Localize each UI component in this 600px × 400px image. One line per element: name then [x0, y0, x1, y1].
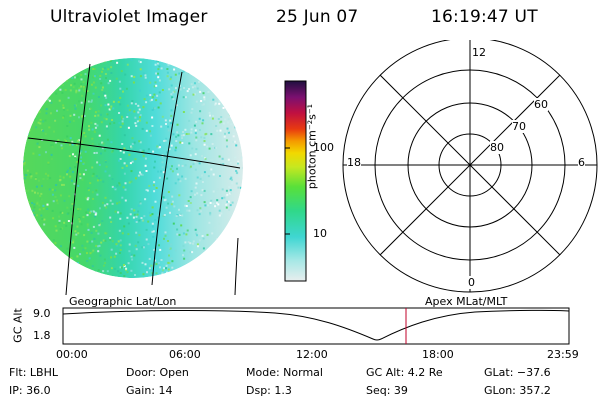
info-seq: Seq: 39 [366, 384, 408, 397]
info-glon: GLon: 357.2 [484, 384, 551, 397]
alt-axis-max: 9.0 [33, 307, 51, 320]
mlt-label-0: 0 [468, 276, 475, 289]
color-scale-tick-10: 10 [313, 227, 327, 240]
info-flt: Flt: LBHL [9, 366, 58, 379]
uv-disc [23, 58, 243, 278]
lat-label-60: 60 [534, 98, 548, 111]
time-tick-1800: 18:00 [422, 348, 454, 361]
time-tick-0600: 06:00 [169, 348, 201, 361]
color-scale-gradient [284, 80, 307, 282]
altitude-plot-frame [62, 307, 570, 345]
app-title: Ultraviolet Imager [50, 7, 208, 27]
info-ip: IP: 36.0 [9, 384, 51, 397]
info-gc-alt: GC Alt: 4.2 Re [366, 366, 443, 379]
polar-mlt-plot [342, 40, 598, 293]
uv-image-view [23, 58, 243, 296]
color-scale-ticks [285, 147, 290, 235]
alt-axis-min: 1.8 [33, 329, 51, 342]
mlt-label-6: 6 [578, 156, 585, 169]
alt-axis-label: GC Alt [11, 308, 25, 343]
altitude-curve [62, 309, 570, 341]
time-tick-0000: 00:00 [56, 348, 88, 361]
color-scale-tick-100: 100 [313, 141, 334, 154]
geo-panel-label: Geographic Lat/Lon [69, 295, 177, 308]
lat-label-80: 80 [490, 141, 504, 154]
info-glat: GLat: −37.6 [484, 366, 551, 379]
time-label: 16:19:47 UT [431, 7, 538, 27]
polar-diagonal-2 [379, 74, 561, 256]
lat-label-70: 70 [512, 120, 526, 133]
info-dsp: Dsp: 1.3 [246, 384, 292, 397]
apex-panel-label: Apex MLat/MLT [425, 295, 508, 308]
info-mode: Mode: Normal [246, 366, 323, 379]
altitude-timeline-plot [62, 307, 570, 345]
geo-grid-lines [27, 63, 241, 296]
info-door: Door: Open [126, 366, 189, 379]
time-tick-2359: 23:59 [547, 348, 579, 361]
info-gain: Gain: 14 [126, 384, 173, 397]
time-tick-1200: 12:00 [296, 348, 328, 361]
color-scale-bar [284, 80, 307, 282]
mlt-label-12: 12 [472, 46, 486, 59]
mlt-label-18: 18 [347, 156, 361, 169]
date-label: 25 Jun 07 [276, 7, 359, 27]
